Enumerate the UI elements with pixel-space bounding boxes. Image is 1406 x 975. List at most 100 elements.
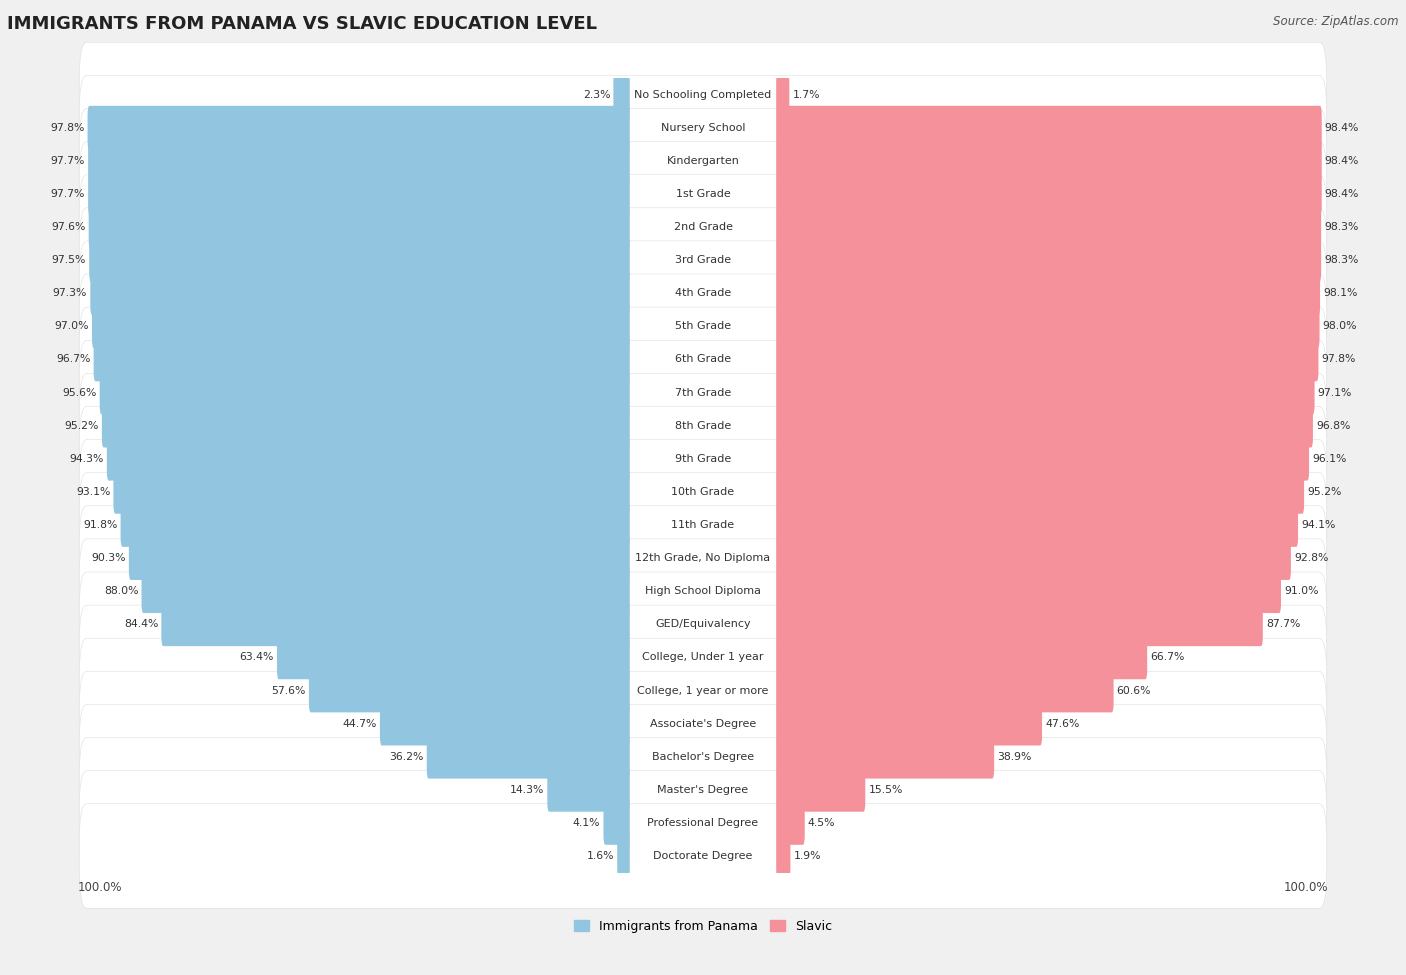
FancyBboxPatch shape [121,503,630,547]
Text: Bachelor's Degree: Bachelor's Degree [652,752,754,761]
FancyBboxPatch shape [79,373,1327,478]
Text: 63.4%: 63.4% [239,652,274,662]
FancyBboxPatch shape [162,603,630,646]
Text: No Schooling Completed: No Schooling Completed [634,90,772,99]
Text: 97.3%: 97.3% [53,289,87,298]
FancyBboxPatch shape [776,536,1291,580]
FancyBboxPatch shape [776,437,1309,481]
FancyBboxPatch shape [87,106,630,149]
FancyBboxPatch shape [776,106,1322,149]
FancyBboxPatch shape [79,340,1327,445]
Text: 95.2%: 95.2% [65,420,98,431]
FancyBboxPatch shape [89,205,630,249]
Text: 98.4%: 98.4% [1324,123,1360,133]
Text: 14.3%: 14.3% [510,785,544,795]
Text: 100.0%: 100.0% [1284,881,1329,894]
FancyBboxPatch shape [776,503,1298,547]
FancyBboxPatch shape [94,337,630,381]
Text: Professional Degree: Professional Degree [647,818,759,828]
Text: Kindergarten: Kindergarten [666,156,740,166]
FancyBboxPatch shape [79,770,1327,876]
FancyBboxPatch shape [100,370,630,414]
FancyBboxPatch shape [547,768,630,812]
Text: 94.1%: 94.1% [1301,520,1336,530]
FancyBboxPatch shape [776,304,1320,348]
Text: 100.0%: 100.0% [77,881,122,894]
Text: 12th Grade, No Diploma: 12th Grade, No Diploma [636,553,770,564]
FancyBboxPatch shape [79,175,1327,279]
FancyBboxPatch shape [79,75,1327,180]
FancyBboxPatch shape [79,605,1327,710]
Text: 97.7%: 97.7% [51,189,84,199]
FancyBboxPatch shape [79,274,1327,378]
FancyBboxPatch shape [776,669,1114,713]
FancyBboxPatch shape [79,704,1327,809]
FancyBboxPatch shape [380,702,630,746]
FancyBboxPatch shape [776,337,1319,381]
Text: 5th Grade: 5th Grade [675,322,731,332]
Text: 96.8%: 96.8% [1316,420,1350,431]
FancyBboxPatch shape [79,572,1327,677]
FancyBboxPatch shape [90,271,630,315]
FancyBboxPatch shape [776,172,1322,215]
Text: 9th Grade: 9th Grade [675,453,731,464]
FancyBboxPatch shape [776,702,1042,746]
Text: 96.1%: 96.1% [1312,453,1347,464]
Text: College, 1 year or more: College, 1 year or more [637,685,769,695]
FancyBboxPatch shape [79,473,1327,577]
Text: 66.7%: 66.7% [1150,652,1185,662]
FancyBboxPatch shape [79,506,1327,610]
Text: 60.6%: 60.6% [1116,685,1152,695]
Text: 84.4%: 84.4% [124,619,159,629]
Text: 36.2%: 36.2% [389,752,423,761]
Text: 6th Grade: 6th Grade [675,355,731,365]
FancyBboxPatch shape [776,801,804,844]
FancyBboxPatch shape [776,768,865,812]
Text: 96.7%: 96.7% [56,355,90,365]
FancyBboxPatch shape [776,636,1147,680]
FancyBboxPatch shape [617,835,630,878]
Text: 47.6%: 47.6% [1045,719,1080,728]
FancyBboxPatch shape [309,669,630,713]
FancyBboxPatch shape [79,307,1327,411]
FancyBboxPatch shape [79,737,1327,842]
FancyBboxPatch shape [79,208,1327,312]
FancyBboxPatch shape [613,73,630,116]
Text: 2nd Grade: 2nd Grade [673,222,733,232]
FancyBboxPatch shape [79,42,1327,147]
FancyBboxPatch shape [79,539,1327,644]
Text: 97.8%: 97.8% [1322,355,1355,365]
FancyBboxPatch shape [776,470,1305,514]
Text: 4.5%: 4.5% [808,818,835,828]
FancyBboxPatch shape [129,536,630,580]
Text: 97.5%: 97.5% [52,255,86,265]
Text: 91.0%: 91.0% [1284,586,1319,596]
Text: 97.1%: 97.1% [1317,387,1353,398]
FancyBboxPatch shape [776,73,789,116]
Text: Master's Degree: Master's Degree [658,785,748,795]
Text: 98.4%: 98.4% [1324,156,1360,166]
FancyBboxPatch shape [79,672,1327,776]
Text: 38.9%: 38.9% [997,752,1032,761]
Text: 57.6%: 57.6% [271,685,305,695]
FancyBboxPatch shape [91,304,630,348]
Text: High School Diploma: High School Diploma [645,586,761,596]
Text: 2.3%: 2.3% [582,90,610,99]
Text: Doctorate Degree: Doctorate Degree [654,851,752,861]
Text: 15.5%: 15.5% [869,785,903,795]
FancyBboxPatch shape [89,238,630,282]
Text: 98.0%: 98.0% [1323,322,1357,332]
FancyBboxPatch shape [776,835,790,878]
FancyBboxPatch shape [776,370,1315,414]
Text: 1.7%: 1.7% [793,90,820,99]
Text: 97.8%: 97.8% [51,123,84,133]
FancyBboxPatch shape [79,141,1327,247]
FancyBboxPatch shape [776,569,1281,613]
Text: 7th Grade: 7th Grade [675,387,731,398]
Text: 93.1%: 93.1% [76,487,110,497]
Text: 98.3%: 98.3% [1324,255,1358,265]
FancyBboxPatch shape [776,238,1322,282]
Text: IMMIGRANTS FROM PANAMA VS SLAVIC EDUCATION LEVEL: IMMIGRANTS FROM PANAMA VS SLAVIC EDUCATI… [7,15,598,32]
FancyBboxPatch shape [79,803,1327,909]
FancyBboxPatch shape [776,404,1313,448]
